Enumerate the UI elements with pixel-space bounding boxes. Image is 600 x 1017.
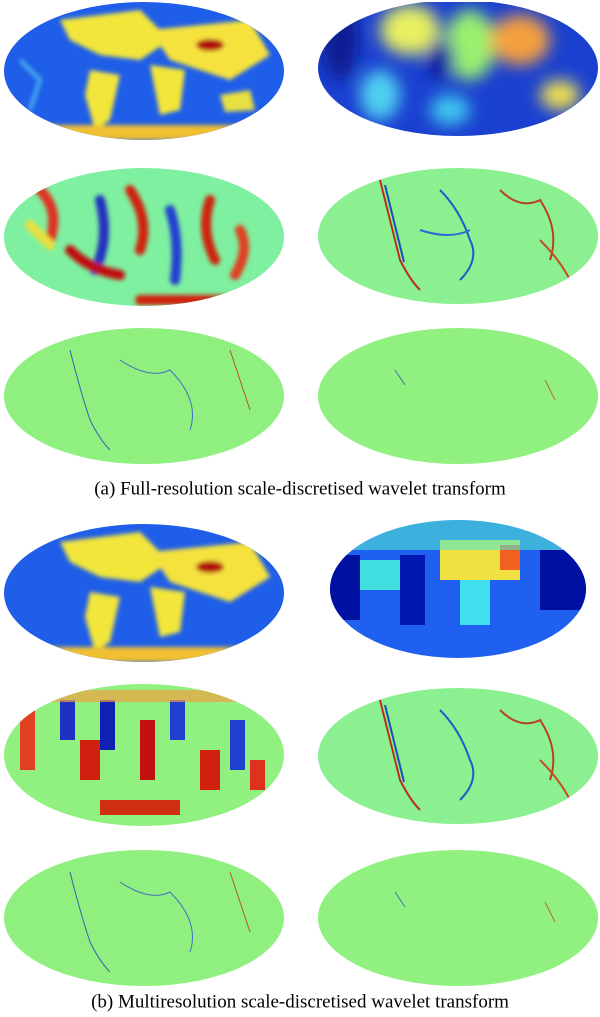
caption: (a) Full-resolution scale-discretised wa… (94, 478, 506, 499)
map-wavelet-1 (4, 168, 284, 306)
map-wavelet-3 (4, 328, 284, 464)
map-data (4, 2, 284, 140)
map-wavelet-1 (4, 684, 284, 826)
map-wavelet-3 (4, 850, 284, 986)
map-wavelet-4 (318, 850, 598, 986)
map-wavelet-2 (318, 688, 598, 824)
caption: (b) Multiresolution scale-discretised wa… (91, 991, 509, 1012)
map-scaling (330, 520, 586, 658)
map-wavelet-2 (318, 168, 598, 304)
map-wavelet-4 (318, 328, 598, 464)
map-scaling (318, 0, 598, 136)
map-data (4, 524, 284, 662)
